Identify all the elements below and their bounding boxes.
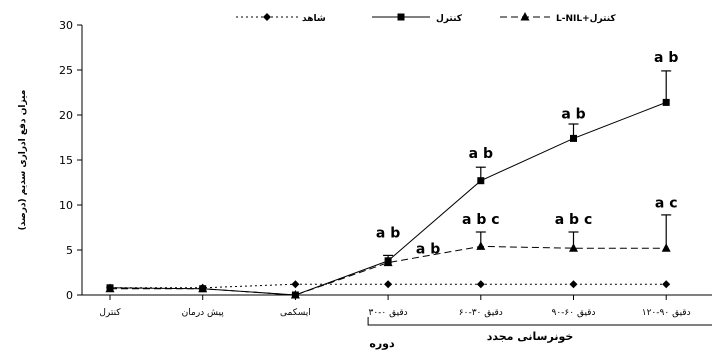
significance-label: a b c [555, 212, 593, 228]
x-axis-label: دوره [369, 337, 395, 350]
x-tick-label: پیش درمان [182, 308, 225, 318]
y-tick-label: 25 [59, 64, 73, 77]
data-point-square [397, 13, 405, 21]
group-label: خونرسانی مجدد [487, 330, 574, 343]
series-line [109, 101, 667, 296]
significance-label: a b [416, 242, 440, 258]
y-tick-label: 5 [66, 244, 73, 257]
y-axis-label: میزان دفع ادراری سدیم (درصد) [18, 90, 28, 231]
data-point-square [477, 177, 485, 185]
data-point-triangle [569, 243, 578, 252]
y-tick-label: 20 [59, 109, 73, 122]
series-group [106, 280, 671, 292]
legend-entry: L-NIL+کنترل [500, 12, 616, 24]
legend-entry: کنترل [372, 13, 463, 24]
data-point-diamond [476, 280, 485, 289]
y-tick-label: 15 [59, 154, 73, 167]
x-tick-label: دقیق ۳۰-۶۰ [459, 308, 503, 318]
legend-label: L-NIL+کنترل [556, 14, 616, 24]
legend-label: کنترل [436, 14, 463, 24]
axes: 0 5 10 15 20 25 30 کنترل پیش درمان ایسکمی دقیق ۰-۳… [59, 19, 712, 326]
x-tick-label: دقیق ۰-۳۰ [369, 308, 408, 318]
annotation-layer: a b a b a b a b c a b a b c a b a c [376, 50, 678, 258]
data-point-diamond [384, 280, 393, 289]
data-point-square [570, 134, 577, 142]
data-point-triangle [661, 243, 671, 252]
significance-label: a b [376, 225, 400, 241]
data-point-triangle [520, 12, 530, 21]
significance-label: a b [561, 107, 585, 123]
significance-label: a b [654, 50, 678, 66]
significance-label: a c [655, 196, 678, 212]
series-group [105, 214, 672, 299]
data-point-triangle [198, 283, 208, 293]
legend-entry: شاهد [236, 13, 326, 24]
group-bracket [367, 317, 712, 326]
x-tick-label: کنترل [99, 308, 121, 318]
data-point-square [662, 98, 670, 106]
data-point-triangle [476, 241, 486, 250]
data-point-diamond [263, 13, 271, 21]
series-layer [105, 70, 672, 299]
data-point-triangle [383, 257, 393, 267]
significance-label: a b c [462, 212, 500, 228]
y-tick-label: 30 [59, 19, 73, 32]
y-tick-label: 10 [59, 199, 73, 212]
data-point-diamond [569, 280, 578, 289]
x-tick-label: دقیق ۶۰-۹۰ [552, 308, 596, 318]
significance-label: a b [469, 146, 493, 162]
x-tick-label: ایسکمی [280, 308, 311, 318]
legend: شاهد کنترل L-NIL+کنترل [236, 12, 616, 24]
data-point-diamond [291, 280, 300, 289]
x-tick-label: دقیق ۹۰-۱۲۰ [642, 308, 691, 318]
data-point-triangle [290, 290, 300, 299]
data-point-diamond [662, 280, 671, 289]
legend-label: شاهد [302, 14, 326, 24]
data-point-triangle [105, 283, 115, 293]
y-tick-label: 0 [66, 289, 73, 302]
